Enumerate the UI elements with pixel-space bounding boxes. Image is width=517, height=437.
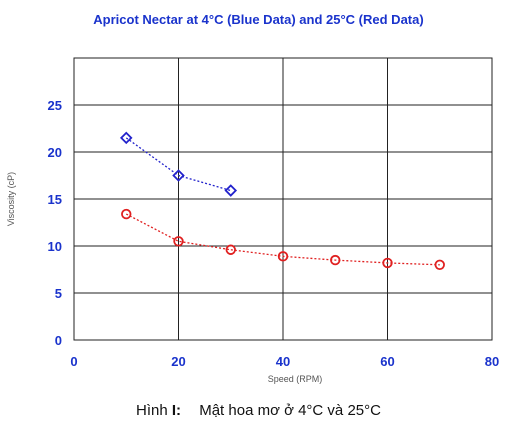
series-line [125,213,440,266]
data-point [225,244,236,255]
x-tick-label: 20 [171,354,185,369]
data-point [121,208,132,220]
y-axis-label: Viscosity (cP) [6,172,16,226]
figure-label-text: Hình [136,402,172,419]
caption-text: Mật hoa mơ ở 4°C và 25°C [199,402,381,419]
x-axis-label: Speed (RPM) [268,374,323,384]
y-tick-label: 10 [48,239,62,254]
series-line [125,137,231,192]
y-tick-label: 25 [48,98,62,113]
x-tick-label: 60 [380,354,394,369]
data-point [119,131,133,145]
data-point [382,257,393,269]
data-point [172,169,185,182]
figure-caption: Hình I: Mật hoa mơ ở 4°C và 25°C [0,402,517,419]
viscosity-chart: 0 20 40 60 80 0 5 10 15 20 25 Speed (RPM) Viscosity … [6,57,499,384]
data-point [330,254,341,266]
x-tick-label: 0 [70,354,77,369]
y-tick-label: 15 [48,192,62,207]
y-tick-label: 0 [55,333,62,348]
data-point [434,259,445,271]
chart-title: Apricot Nectar at 4°C (Blue Data) and 25… [93,12,424,27]
data-point [277,251,289,262]
data-point [173,236,184,247]
data-point [224,184,238,197]
y-tick-label: 20 [48,145,62,160]
x-tick-label: 80 [485,354,499,369]
figure-label: Hình I: [136,402,181,419]
figure-number: I: [171,402,182,419]
y-tick-label: 5 [55,286,62,301]
x-tick-label: 40 [276,354,290,369]
plot-frame [73,57,493,341]
